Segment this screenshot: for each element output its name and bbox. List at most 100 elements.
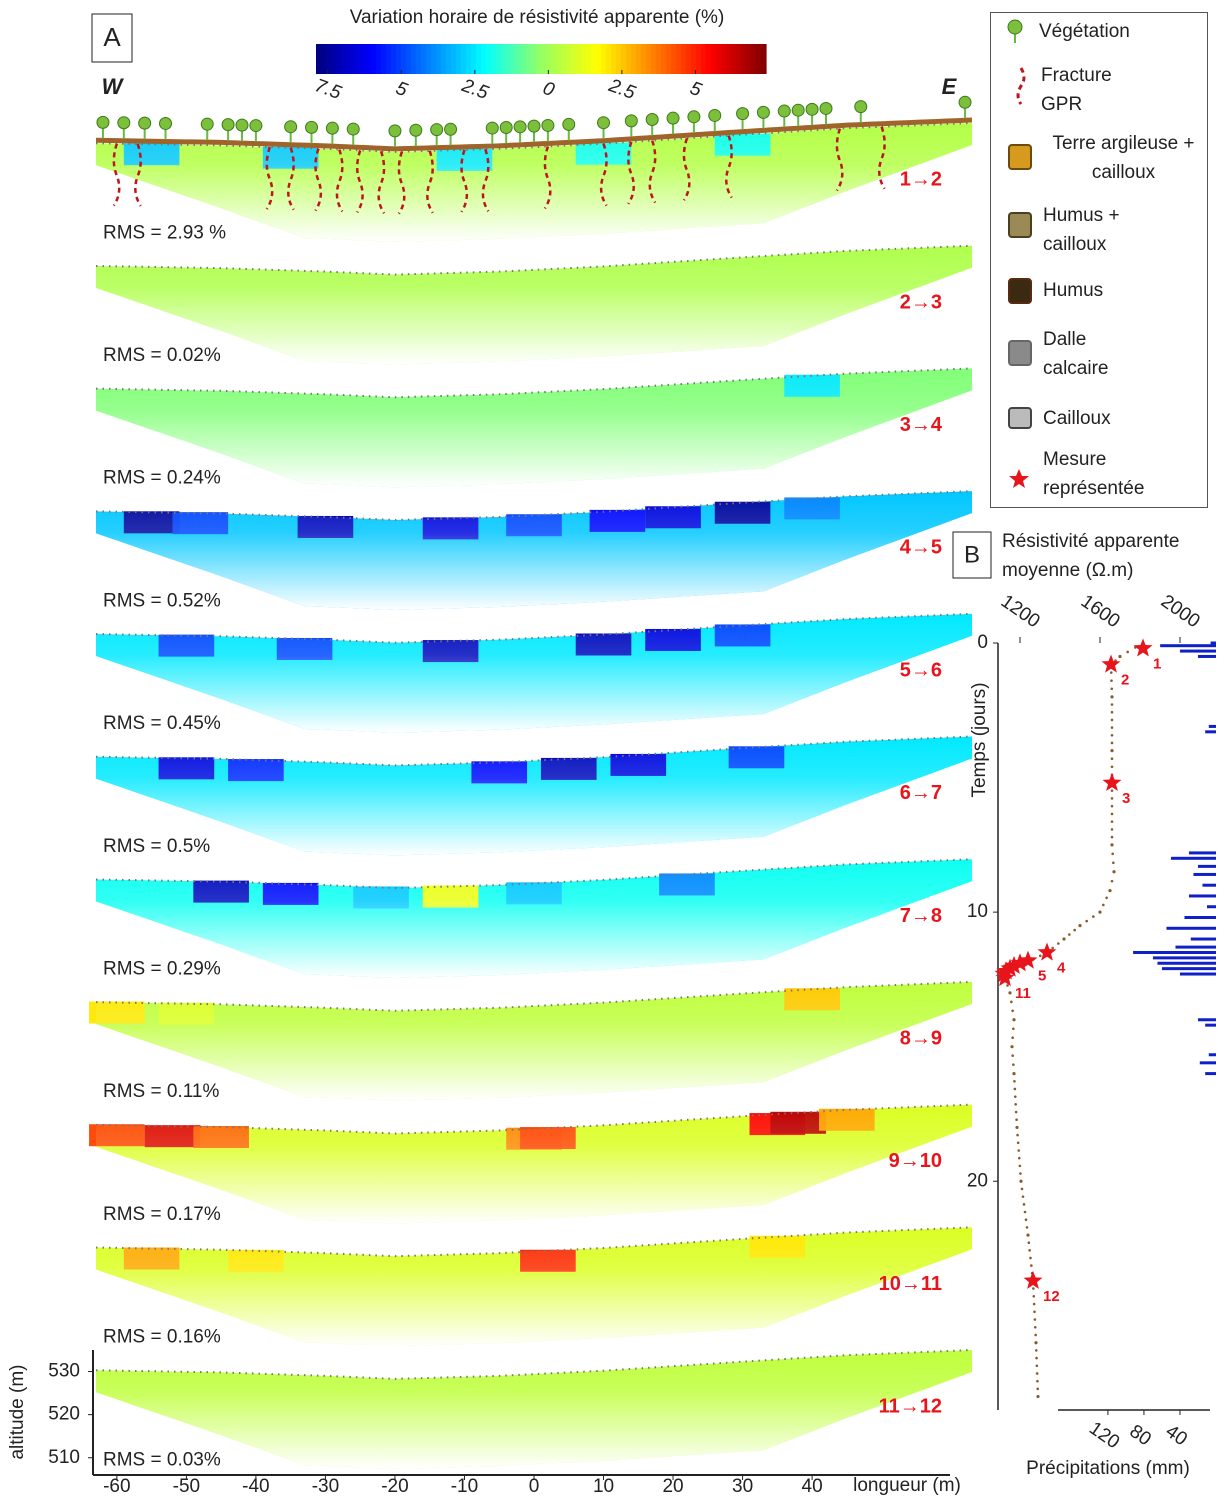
- x-tick-label: -50: [173, 1476, 200, 1497]
- rain-bar: [1205, 1072, 1216, 1076]
- colorbar-cell: [436, 44, 442, 74]
- colorbar-cell: [756, 44, 762, 74]
- colorbar-cell: [426, 44, 432, 74]
- fracture: [460, 149, 469, 213]
- rain-bar: [1160, 644, 1216, 648]
- rain-bar: [1208, 1053, 1216, 1057]
- colorbar-cell: [381, 44, 387, 74]
- tree-crown: [756, 105, 770, 119]
- colorbar-cell: [571, 44, 577, 74]
- tree-crown: [708, 108, 722, 122]
- colorbar-title: Variation horaire de résistivité apparen…: [350, 7, 725, 28]
- tree-crown: [284, 120, 298, 134]
- star: [1018, 950, 1038, 969]
- curve-dot-fill: [1110, 828, 1114, 831]
- rain-bar: [1184, 916, 1216, 920]
- curve-dot-fill: [1110, 733, 1114, 737]
- star-label: 2: [1121, 671, 1129, 688]
- curve-dot-fill: [1022, 1203, 1026, 1206]
- legend-label: Humus + cailloux: [1043, 205, 1120, 255]
- icon-vegetation: [1007, 19, 1023, 43]
- colorbar-cell: [636, 44, 642, 74]
- tree-crown: [819, 101, 833, 115]
- colorbar-cell: [481, 44, 487, 74]
- curve-dot-fill: [1126, 650, 1129, 654]
- curve-dot-fill: [1110, 710, 1114, 714]
- curve-dot-fill: [1112, 861, 1115, 865]
- curve-dot-fill: [1110, 726, 1114, 729]
- colorbar-cell: [376, 44, 382, 74]
- colorbar-cell: [346, 44, 352, 74]
- tree-crown: [221, 118, 235, 132]
- section-fade: [96, 613, 972, 733]
- y-tick-label: 510: [48, 1447, 80, 1468]
- p-tick-label: 40: [1162, 1421, 1191, 1450]
- colorbar-tick-label: 2.5: [605, 75, 638, 104]
- tree-crown: [249, 119, 263, 133]
- curve-dot-fill: [1032, 1287, 1035, 1290]
- colorbar-cell: [371, 44, 377, 74]
- fracture: [835, 128, 844, 192]
- curve-point: [1108, 888, 1112, 893]
- rms-label: RMS = 0.02%: [103, 345, 221, 366]
- colorbar-cell: [686, 44, 692, 74]
- x-tick-label: -40: [242, 1476, 269, 1497]
- rain-bar: [1170, 856, 1216, 860]
- curve-dot-fill: [1011, 1036, 1014, 1040]
- colorbar-cell: [591, 44, 597, 74]
- colorbar-cell: [406, 44, 412, 74]
- colorbar-cell: [326, 44, 332, 74]
- icon-fracture: [1016, 67, 1026, 105]
- rain-bar: [1197, 654, 1216, 658]
- rain-bar: [1152, 956, 1216, 960]
- colorbar-cell: [386, 44, 392, 74]
- x-tick-label: 10: [593, 1476, 614, 1497]
- curve-point: [1008, 991, 1012, 995]
- colorbar-cell: [581, 44, 587, 74]
- rain-bar: [1188, 894, 1216, 898]
- rms-label: RMS = 0.17%: [103, 1204, 221, 1225]
- rain-bar: [1166, 926, 1216, 930]
- curve-dot-fill: [1034, 1333, 1037, 1337]
- section-fade: [96, 1350, 972, 1469]
- curve-dot-fill: [1110, 687, 1114, 691]
- tree-crown: [499, 121, 513, 135]
- colorbar-cell: [486, 44, 492, 74]
- curve-point: [1019, 1179, 1023, 1183]
- y-tick-label: 20: [967, 1170, 988, 1191]
- x-axis-title: Précipitations (mm): [1026, 1458, 1190, 1479]
- colorbar-cell: [641, 44, 647, 74]
- panel-label: A: [103, 22, 121, 52]
- curve-dot-fill: [1032, 1302, 1036, 1306]
- colorbar-cell: [616, 44, 622, 74]
- tree-crown: [430, 123, 444, 137]
- colorbar-cell: [621, 44, 627, 74]
- profile-label: 8→9: [900, 1028, 942, 1050]
- tree-crown: [305, 120, 319, 134]
- star-label: 3: [1122, 790, 1130, 807]
- colorbar-cell: [516, 44, 522, 74]
- legend-label: Végétation: [1039, 21, 1130, 42]
- colorbar-cell: [611, 44, 617, 74]
- profile-label: 4→5: [900, 537, 942, 559]
- curve-dot-fill: [1057, 942, 1060, 945]
- colorbar-cell: [671, 44, 677, 74]
- rain-bar: [1161, 967, 1216, 971]
- tree-crown: [346, 122, 360, 136]
- profile-label: 10→11: [879, 1273, 942, 1295]
- colorbar-cell: [711, 44, 717, 74]
- p-tick-label: 120: [1085, 1418, 1123, 1453]
- curve-dot-fill: [1102, 903, 1105, 907]
- x-tick-label: -10: [451, 1476, 478, 1497]
- star-label: 4: [1057, 959, 1066, 976]
- tree-crown: [666, 111, 680, 125]
- curve-dot-fill: [1024, 1218, 1028, 1221]
- curve-dot-fill: [1014, 1103, 1018, 1106]
- star-label: 11: [1015, 985, 1031, 1002]
- rms-label: RMS = 0.5%: [103, 836, 210, 857]
- rain-bar: [1205, 1023, 1216, 1027]
- curve-dot-fill: [1032, 1294, 1036, 1298]
- tree-crown: [736, 107, 750, 121]
- fracture: [599, 143, 608, 207]
- curve-dot-fill: [1110, 765, 1114, 769]
